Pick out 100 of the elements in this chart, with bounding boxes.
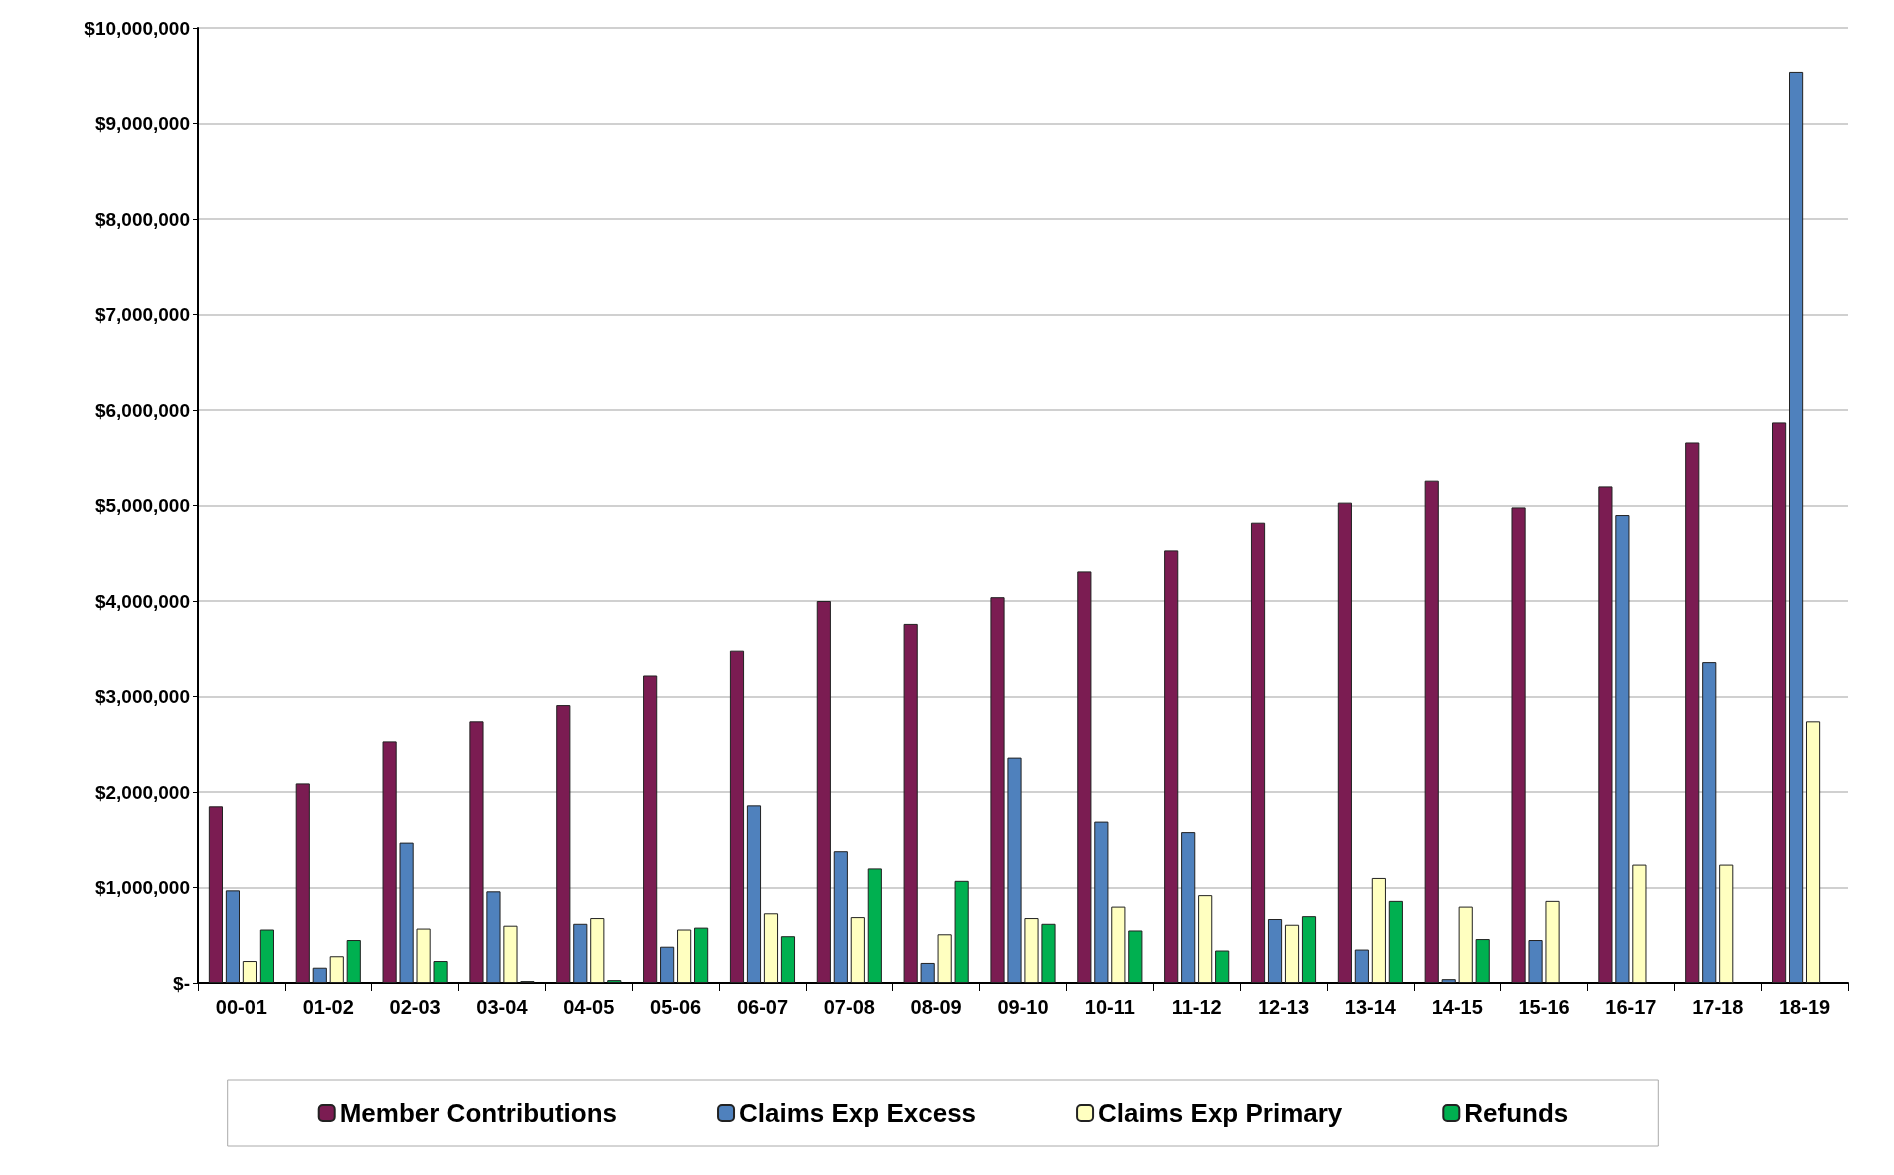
x-tick-label: 16-17 xyxy=(1605,996,1657,1018)
bar xyxy=(920,962,935,983)
y-tick-label: $3,000,000 xyxy=(94,686,190,707)
bar xyxy=(1772,422,1787,983)
x-tick-label: 03-04 xyxy=(476,996,529,1018)
y-tick-label: $9,000,000 xyxy=(94,113,190,134)
bar xyxy=(1632,864,1647,983)
x-tick-label: 05-06 xyxy=(650,996,702,1018)
x-tick-label: 01-02 xyxy=(302,996,354,1018)
bar xyxy=(1284,924,1300,983)
bar xyxy=(867,868,882,983)
bar xyxy=(729,650,745,983)
bar xyxy=(1719,864,1734,983)
legend-label: Claims Exp Excess xyxy=(739,1098,977,1128)
x-tick-label: 12-13 xyxy=(1257,996,1310,1018)
bar xyxy=(1128,930,1143,983)
bar xyxy=(382,741,397,983)
bar xyxy=(816,601,831,983)
bar xyxy=(1528,940,1543,983)
y-tick-label: $1,000,000 xyxy=(94,877,190,898)
bar xyxy=(1545,900,1560,983)
x-tick-label: 17-18 xyxy=(1692,996,1744,1018)
bar xyxy=(694,927,709,983)
x-tick-label: 11-12 xyxy=(1171,996,1222,1018)
x-tick-label: 09-10 xyxy=(997,996,1049,1018)
bar xyxy=(433,961,448,983)
x-tick-label: 08-09 xyxy=(910,996,962,1018)
legend-label: Refunds xyxy=(1464,1098,1569,1128)
bar xyxy=(1301,916,1317,983)
bar xyxy=(1024,918,1039,983)
bar xyxy=(312,967,327,983)
bar xyxy=(937,934,952,983)
bar xyxy=(1198,895,1213,983)
bar xyxy=(1181,832,1196,983)
bar xyxy=(1441,979,1456,983)
bar xyxy=(1388,900,1403,983)
bar xyxy=(746,805,762,983)
bar xyxy=(780,936,796,983)
x-tick-label: 04-05 xyxy=(563,996,615,1018)
bar xyxy=(1007,757,1022,983)
x-tick-label: 15-16 xyxy=(1518,996,1570,1018)
bar xyxy=(1215,950,1230,983)
bar xyxy=(208,806,224,983)
bar xyxy=(346,940,361,983)
bar xyxy=(1250,522,1266,983)
bar xyxy=(1077,571,1092,983)
bar xyxy=(295,783,310,983)
bar xyxy=(763,913,779,983)
x-tick-label: 18-19 xyxy=(1779,996,1831,1018)
y-tick-label: $4,000,000 xyxy=(94,590,190,612)
bar xyxy=(954,880,969,983)
bar xyxy=(590,918,605,983)
bar xyxy=(573,923,588,983)
y-tick-label: $6,000,000 xyxy=(94,399,190,421)
x-tick-label: 14-15 xyxy=(1431,996,1483,1018)
bar xyxy=(660,946,675,983)
bar xyxy=(1094,821,1109,983)
bar xyxy=(1511,507,1526,983)
bar xyxy=(833,851,848,983)
bar xyxy=(990,597,1005,983)
bar xyxy=(1598,486,1613,983)
legend-label: Claims Exp Primary xyxy=(1098,1098,1343,1128)
bar xyxy=(1164,550,1179,983)
x-tick-label: 06-07 xyxy=(736,996,789,1018)
bar xyxy=(850,917,865,983)
bar xyxy=(643,675,658,983)
bar xyxy=(469,721,484,983)
x-tick-label: 10-11 xyxy=(1084,996,1135,1018)
bar xyxy=(416,928,431,983)
bar xyxy=(225,890,241,983)
y-tick-label: $7,000,000 xyxy=(94,304,190,325)
bar xyxy=(1615,515,1630,983)
x-tick-label: 02-03 xyxy=(389,996,441,1018)
bar xyxy=(1267,919,1283,983)
y-tick-label: $- xyxy=(173,972,190,994)
x-tick-label: 00-01 xyxy=(215,996,267,1018)
bar xyxy=(1354,949,1369,983)
legend-label: Member Contributions xyxy=(339,1098,618,1128)
bar xyxy=(242,961,257,983)
bar xyxy=(1702,662,1717,983)
y-tick-label: $5,000,000 xyxy=(94,495,190,516)
y-tick-label: $10,000,000 xyxy=(84,17,190,39)
bar xyxy=(1789,71,1804,983)
bar xyxy=(486,891,501,983)
bar xyxy=(1337,502,1352,983)
x-tick-label: 07-08 xyxy=(823,996,875,1018)
x-tick-label: 13-14 xyxy=(1344,996,1397,1018)
bar xyxy=(1111,906,1126,983)
bar xyxy=(1371,877,1386,983)
bar xyxy=(1041,923,1056,983)
bar xyxy=(1475,939,1490,983)
bar xyxy=(1805,721,1821,983)
y-tick-label: $2,000,000 xyxy=(94,781,190,803)
y-tick-label: $8,000,000 xyxy=(94,208,190,230)
bar xyxy=(329,956,344,983)
bar xyxy=(259,929,274,983)
bar xyxy=(503,925,518,983)
bar xyxy=(1685,442,1700,983)
bar xyxy=(677,929,692,983)
bar xyxy=(1458,906,1473,983)
